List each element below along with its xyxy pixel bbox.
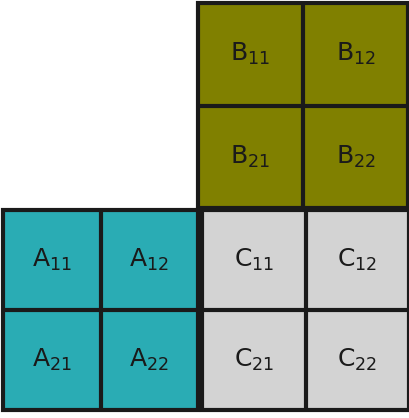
Text: $\mathregular{A}_{12}$: $\mathregular{A}_{12}$ — [129, 247, 169, 273]
Bar — [3, 210, 198, 410]
Text: $\mathregular{A}_{11}$: $\mathregular{A}_{11}$ — [32, 247, 72, 273]
Text: $\mathregular{C}_{12}$: $\mathregular{C}_{12}$ — [337, 247, 378, 273]
Text: $\mathregular{B}_{11}$: $\mathregular{B}_{11}$ — [231, 41, 270, 67]
Text: $\mathregular{C}_{11}$: $\mathregular{C}_{11}$ — [234, 247, 274, 273]
Text: $\mathregular{A}_{22}$: $\mathregular{A}_{22}$ — [129, 347, 169, 373]
Bar — [198, 3, 408, 208]
Text: $\mathregular{C}_{21}$: $\mathregular{C}_{21}$ — [234, 347, 274, 373]
Text: $\mathregular{A}_{21}$: $\mathregular{A}_{21}$ — [32, 347, 72, 373]
Text: $\mathregular{B}_{12}$: $\mathregular{B}_{12}$ — [335, 41, 375, 67]
Text: $\mathregular{B}_{22}$: $\mathregular{B}_{22}$ — [335, 144, 375, 170]
Text: $\mathregular{B}_{21}$: $\mathregular{B}_{21}$ — [231, 144, 270, 170]
Bar — [202, 210, 409, 410]
Text: $\mathregular{C}_{22}$: $\mathregular{C}_{22}$ — [337, 347, 378, 373]
